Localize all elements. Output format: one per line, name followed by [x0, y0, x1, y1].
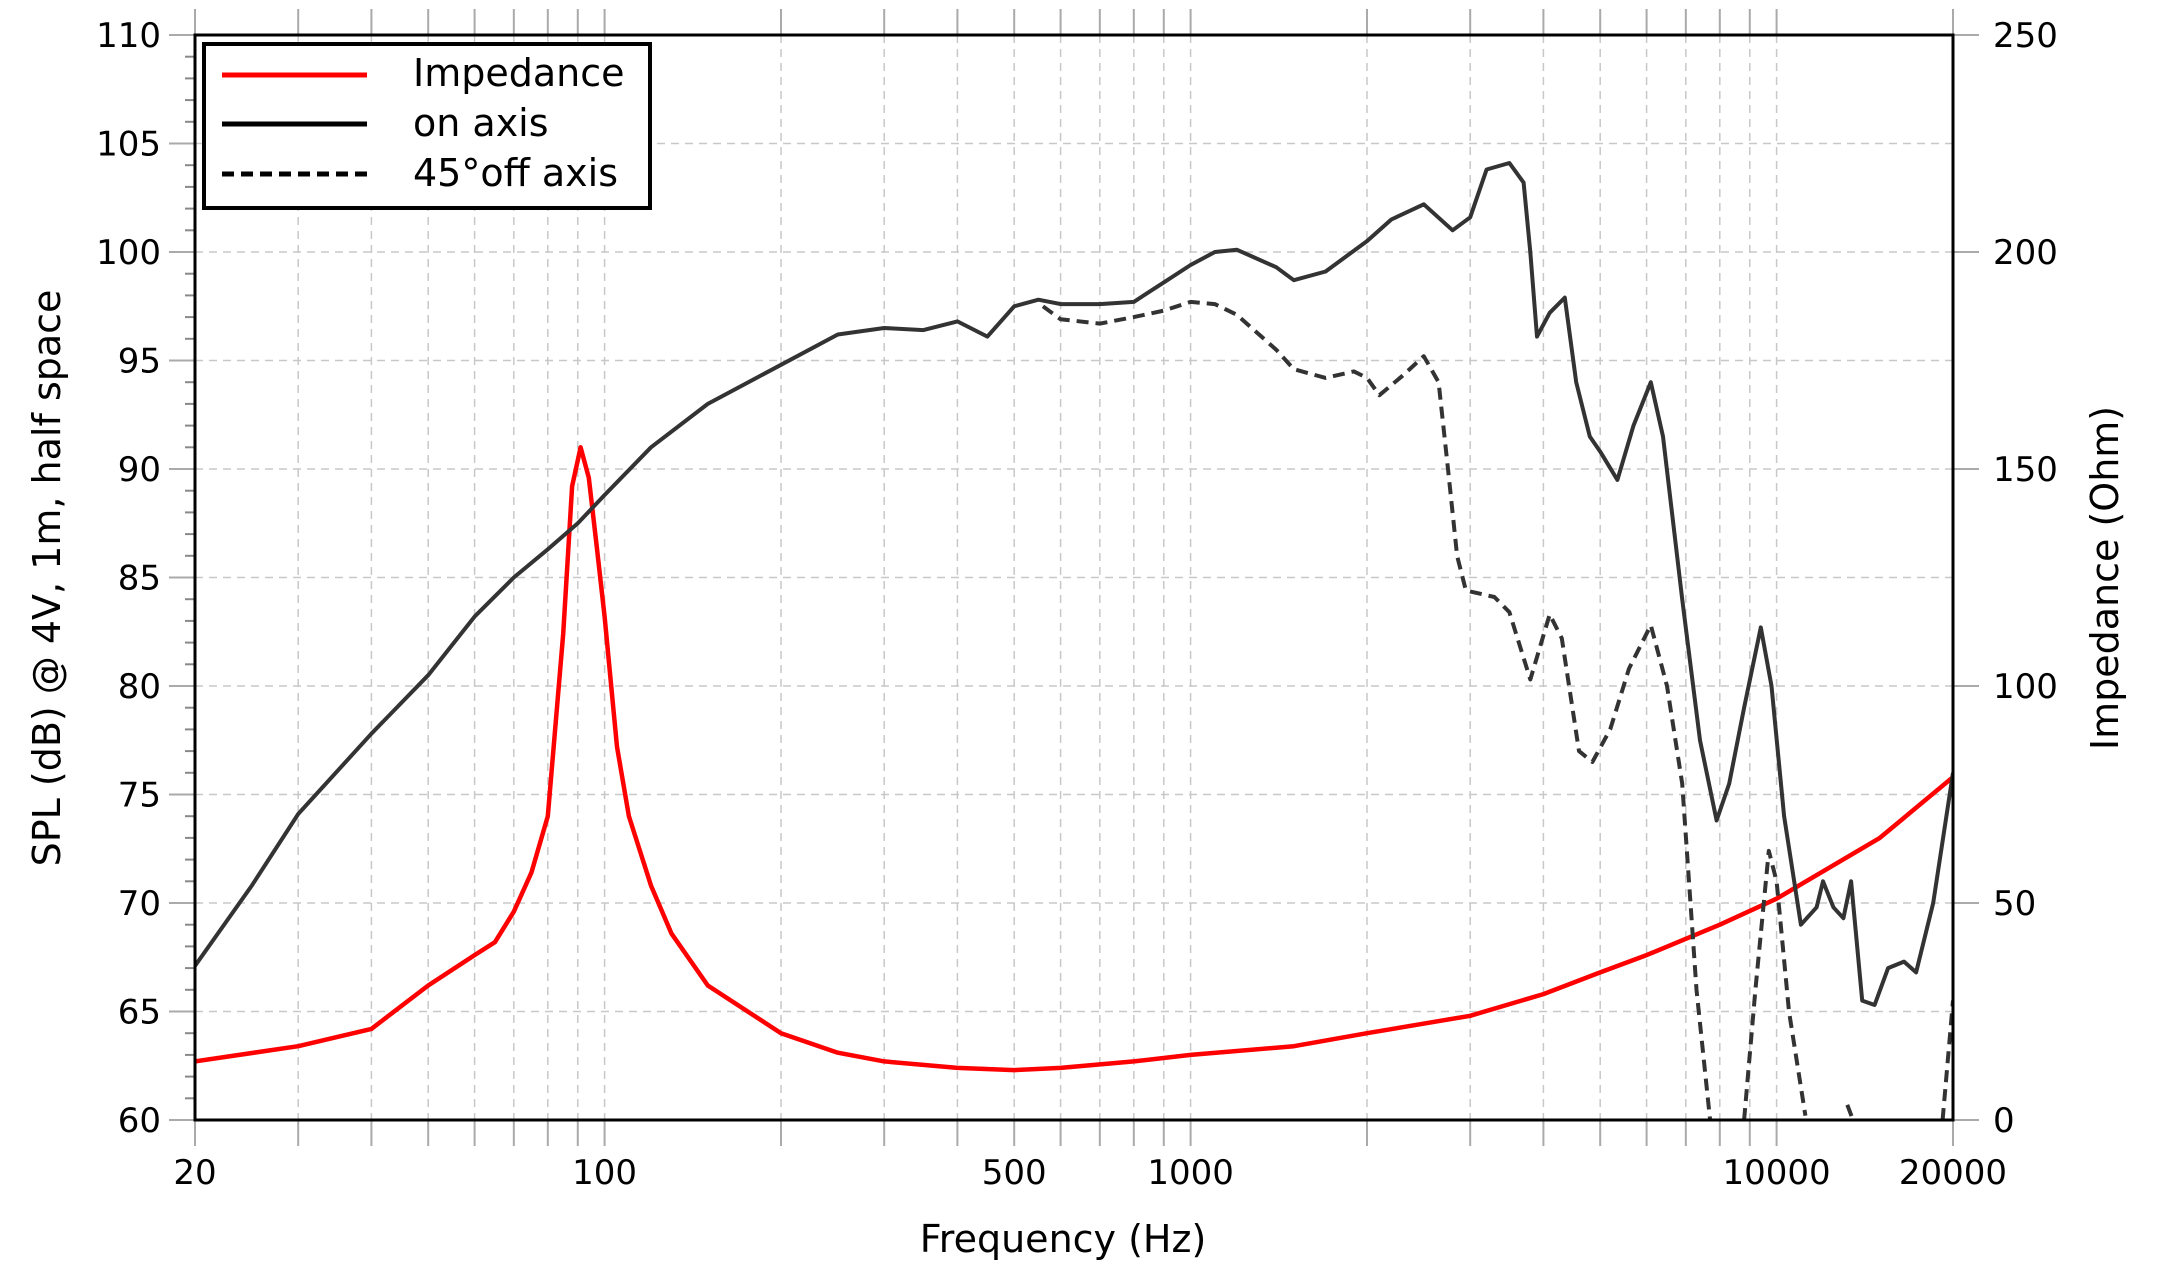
- x-tick-label: 20000: [1899, 1153, 2007, 1193]
- x-tick-label: 20: [173, 1153, 216, 1193]
- legend-label-on-axis: on axis: [413, 101, 549, 145]
- legend: Impedance on axis 45°off axis: [202, 42, 652, 210]
- series-line-on-axis: [195, 161, 1953, 1007]
- y2-tick-label: 100: [1993, 667, 2058, 707]
- y-tick-label: 85: [118, 559, 161, 599]
- y2-tick-label: 50: [1993, 884, 2036, 924]
- legend-label-off-axis: 45°off axis: [413, 151, 618, 195]
- x-axis-label: Frequency (Hz): [920, 1217, 1207, 1261]
- y2-tick-label: 150: [1993, 450, 2058, 490]
- x-tick-label: 500: [982, 1153, 1047, 1193]
- y-axis-label: SPL (dB) @ 4V, 1m, half space: [25, 290, 69, 867]
- y2-tick-label: 200: [1993, 233, 2058, 273]
- series-line-impedance: [195, 445, 1953, 1073]
- x-tick-label: 10000: [1723, 1153, 1831, 1193]
- series-line-45-off-axis: [1041, 299, 1953, 1120]
- x-tick-label: 1000: [1147, 1153, 1234, 1193]
- y2-tick-label: 0: [1993, 1101, 2015, 1141]
- y-tick-label: 65: [118, 993, 161, 1033]
- axis-ticks: 60 65 70 75 80 85 90 95 100 105 110 0 50 100 150 200 250…: [96, 9, 2058, 1193]
- y-tick-label: 95: [118, 342, 161, 382]
- plot-frame: [193, 33, 1955, 1122]
- x-tick-label: 100: [572, 1153, 637, 1193]
- y-tick-label: 105: [96, 125, 161, 165]
- y-tick-label: 100: [96, 233, 161, 273]
- y-tick-label: 110: [96, 16, 161, 56]
- y-tick-label: 60: [118, 1101, 161, 1141]
- y-tick-label: 75: [118, 776, 161, 816]
- y2-axis-label: Impedance (Ohm): [2083, 406, 2127, 750]
- y-tick-label: 70: [118, 884, 161, 924]
- y-tick-label: 90: [118, 450, 161, 490]
- curves: [195, 161, 1953, 1120]
- legend-label-impedance: Impedance: [413, 51, 625, 95]
- y2-tick-label: 250: [1993, 16, 2058, 56]
- y-tick-label: 80: [118, 667, 161, 707]
